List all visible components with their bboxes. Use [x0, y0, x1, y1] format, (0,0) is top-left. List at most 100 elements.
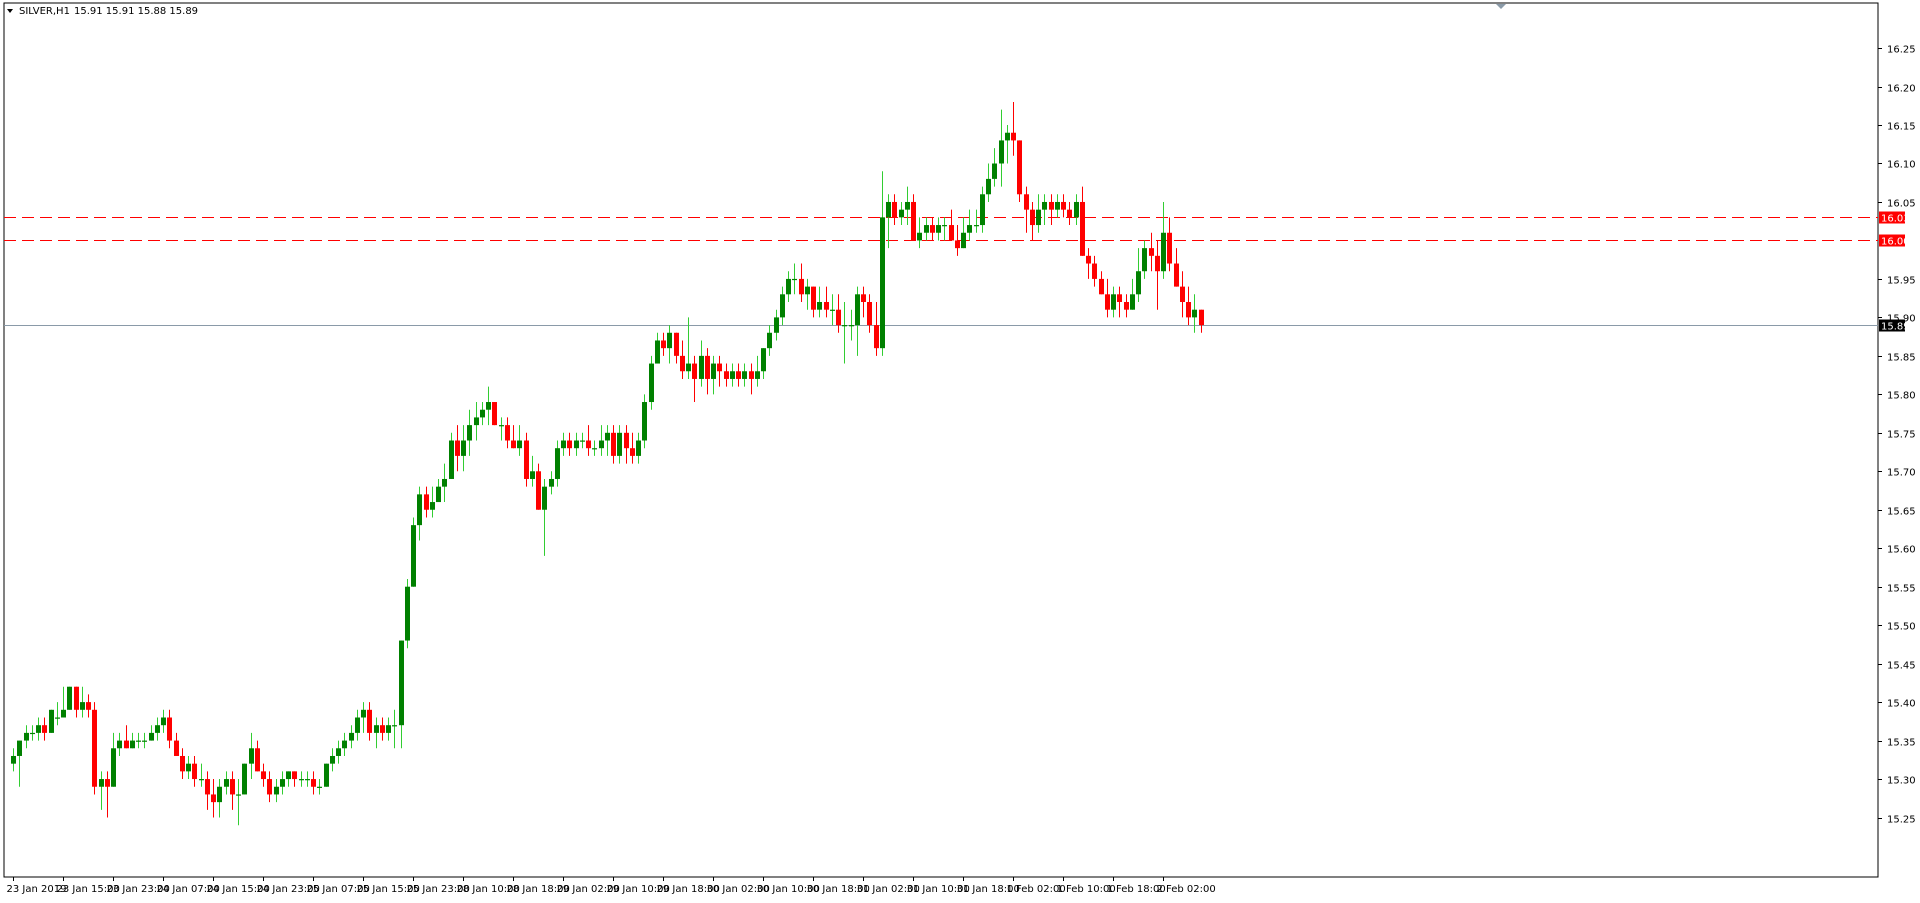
candle[interactable] — [130, 732, 135, 749]
candle[interactable] — [1017, 140, 1022, 202]
candle[interactable] — [861, 286, 866, 318]
candle[interactable] — [1161, 201, 1166, 279]
candle[interactable] — [980, 186, 985, 233]
candle[interactable] — [942, 217, 947, 241]
candle[interactable] — [680, 340, 685, 379]
candle[interactable] — [324, 763, 329, 787]
candle[interactable] — [592, 440, 597, 456]
candle[interactable] — [236, 779, 241, 826]
candle[interactable] — [186, 755, 191, 780]
candle[interactable] — [1124, 294, 1129, 318]
candle[interactable] — [661, 332, 666, 356]
candle[interactable] — [411, 517, 416, 587]
candle[interactable] — [899, 201, 904, 226]
candle[interactable] — [742, 363, 747, 387]
candle[interactable] — [811, 286, 816, 318]
candle[interactable] — [1130, 278, 1135, 310]
candle[interactable] — [449, 432, 454, 479]
candle[interactable] — [605, 425, 610, 456]
candle[interactable] — [1174, 248, 1179, 287]
candle[interactable] — [799, 263, 804, 302]
candle[interactable] — [30, 725, 35, 741]
candle[interactable] — [430, 486, 435, 518]
candle[interactable] — [917, 217, 922, 249]
candle[interactable] — [761, 348, 766, 379]
candle[interactable] — [630, 432, 635, 464]
candle[interactable] — [61, 686, 66, 718]
candle[interactable] — [105, 771, 110, 818]
candle[interactable] — [874, 302, 879, 356]
candle[interactable] — [1092, 255, 1097, 287]
candle[interactable] — [36, 717, 41, 741]
candle[interactable] — [1080, 186, 1085, 256]
candle[interactable] — [536, 463, 541, 510]
candle[interactable] — [624, 425, 629, 464]
candle[interactable] — [330, 748, 335, 772]
candle[interactable] — [792, 263, 797, 295]
candles[interactable] — [11, 101, 1204, 826]
candle[interactable] — [174, 732, 179, 756]
candle[interactable] — [1061, 194, 1066, 218]
candle[interactable] — [242, 763, 247, 795]
candle[interactable] — [967, 209, 972, 241]
candle[interactable] — [855, 286, 860, 356]
candle[interactable] — [1186, 286, 1191, 326]
candle[interactable] — [355, 709, 360, 741]
candle[interactable] — [511, 425, 516, 449]
candle[interactable] — [1049, 194, 1054, 226]
candle[interactable] — [67, 686, 72, 710]
candle[interactable] — [361, 702, 366, 733]
candle[interactable] — [561, 432, 566, 456]
candle[interactable] — [249, 732, 254, 780]
candle[interactable] — [711, 355, 716, 395]
candle[interactable] — [1086, 248, 1091, 279]
candle[interactable] — [261, 763, 266, 787]
candle[interactable] — [936, 217, 941, 241]
candle[interactable] — [17, 740, 22, 787]
candle[interactable] — [880, 171, 885, 356]
candle[interactable] — [542, 478, 547, 556]
candle[interactable] — [905, 186, 910, 226]
candle[interactable] — [824, 286, 829, 318]
candle[interactable] — [649, 355, 654, 410]
candle[interactable] — [667, 325, 672, 364]
candle[interactable] — [192, 755, 197, 787]
candle[interactable] — [1011, 101, 1016, 156]
candle[interactable] — [424, 486, 429, 518]
candle[interactable] — [505, 417, 510, 449]
candle[interactable] — [205, 771, 210, 810]
candle[interactable] — [142, 732, 147, 749]
candle[interactable] — [849, 309, 854, 341]
candle[interactable] — [399, 640, 404, 749]
candle[interactable] — [930, 217, 935, 241]
candle[interactable] — [149, 725, 154, 741]
candle[interactable] — [1042, 194, 1047, 226]
candle[interactable] — [574, 432, 579, 456]
candle[interactable] — [286, 771, 291, 787]
candle[interactable] — [217, 779, 222, 818]
candle[interactable] — [786, 271, 791, 302]
candle[interactable] — [80, 686, 85, 718]
candle[interactable] — [886, 194, 891, 249]
candle[interactable] — [467, 409, 472, 456]
candle[interactable] — [111, 732, 116, 787]
candle[interactable] — [274, 779, 279, 803]
candle[interactable] — [167, 709, 172, 749]
candle[interactable] — [280, 771, 285, 795]
candle[interactable] — [724, 363, 729, 387]
candle[interactable] — [524, 432, 529, 487]
candle[interactable] — [717, 355, 722, 387]
candle[interactable] — [117, 732, 122, 756]
candle[interactable] — [499, 417, 504, 441]
candle[interactable] — [336, 740, 341, 764]
candle[interactable] — [349, 725, 354, 749]
candle[interactable] — [961, 217, 966, 249]
candle[interactable] — [342, 732, 347, 756]
candle[interactable] — [99, 771, 104, 810]
candle[interactable] — [486, 386, 491, 426]
candle[interactable] — [1099, 271, 1104, 295]
candle[interactable] — [442, 463, 447, 503]
candle[interactable] — [1067, 201, 1072, 226]
candle[interactable] — [755, 355, 760, 387]
candle[interactable] — [867, 294, 872, 333]
